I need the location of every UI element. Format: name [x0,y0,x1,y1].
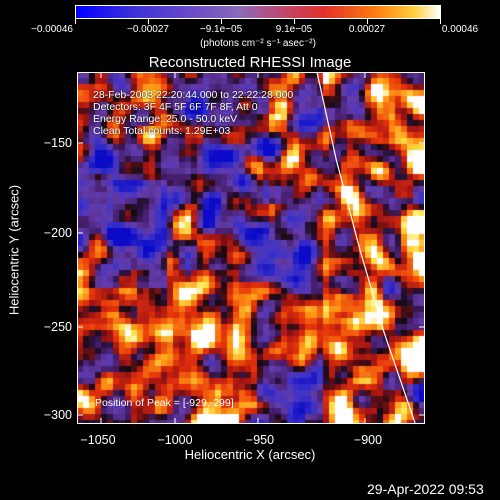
annotation-energy-range: Energy Range: 25.0 - 50.0 keV [93,113,238,125]
annotation-counts: Clean Total counts: 1.29E+03 [93,125,231,137]
colorbar-tick-label: −9.1e−05 [199,24,243,35]
colorbar-tick [148,19,149,24]
x-tick-label: −950 [245,433,275,447]
solar-limb-line [316,72,416,424]
colorbar-unit-label: (photons cm⁻² s⁻¹ asec⁻²) [200,38,316,49]
colorbar-tick-label: 0.00046 [441,24,479,35]
x-tick-label: −900 [353,433,383,447]
x-tick-label: −1000 [157,433,193,447]
y-tick-label: −250 [43,320,72,334]
colorbar-tick [75,19,76,24]
annotation-time-range: 28-Feb-2003 22:20:44.000 to 22:22:28.000 [93,89,294,101]
colorbar-tick [221,19,222,24]
colorbar-tick-label: 0.00027 [348,24,386,35]
chart-title: Reconstructed RHESSI Image [148,54,352,71]
peak-position-label: Position of Peak = [-929,-299] [95,397,234,409]
colorbar-tick [294,19,295,24]
y-axis-label: Heliocentric Y (arcsec) [6,184,22,316]
colorbar-tick-label: 9.1e−05 [275,24,313,35]
heatmap-image [77,72,425,424]
colorbar [75,5,441,19]
x-tick-label: −1050 [80,433,116,447]
plot-timestamp: 29-Apr-2022 09:53 [367,481,484,497]
x-axis-label: Heliocentric X (arcsec) [184,447,316,462]
colorbar-tick-label: −0.00046 [31,24,73,35]
limb-overlay [316,72,416,424]
colorbar-tick-label: −0.00027 [127,24,169,35]
y-tick-label: −150 [43,136,72,150]
y-tick-label: −200 [43,226,72,240]
colorbar-tick [367,19,368,24]
colorbar-tick [440,19,441,24]
y-tick-label: −300 [43,408,72,422]
annotation-detectors: Detectors: 3F 4F 5F 6F 7F 8F, Att 0 [93,101,258,113]
